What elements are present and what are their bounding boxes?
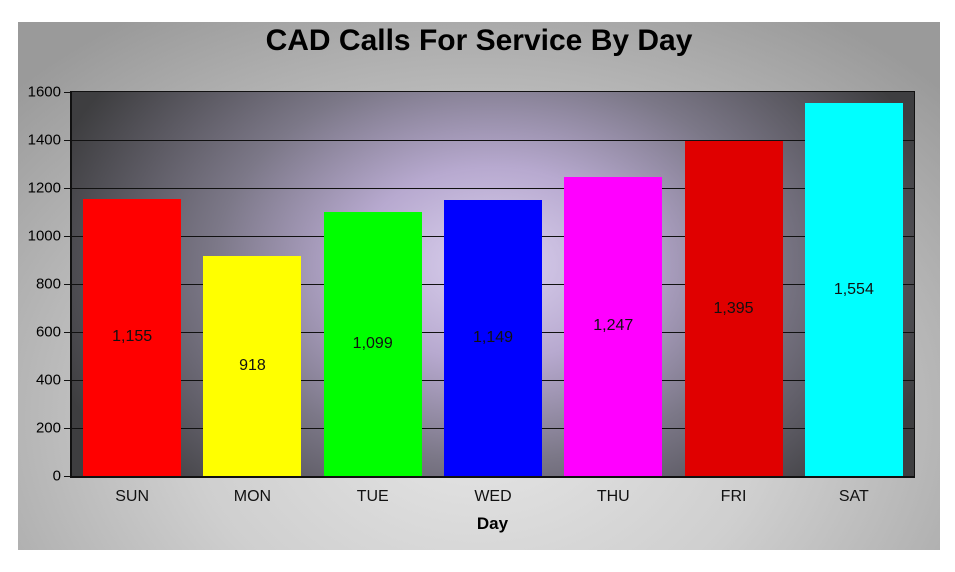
bar-value-label: 1,149 <box>472 329 514 347</box>
bar-value-label: 1,395 <box>713 299 754 317</box>
y-tick-label: 200 <box>35 419 61 437</box>
bar-tue: 1,099 <box>323 212 422 476</box>
gridline <box>72 140 914 141</box>
plot-area: 1,155 918 1,099 1,149 1,247 1,395 1,554 <box>64 91 915 478</box>
y-tick-label: 0 <box>52 467 61 485</box>
y-tick-label: 1600 <box>27 83 61 101</box>
x-tick-label: SAT <box>838 488 869 505</box>
y-tick <box>64 284 72 285</box>
y-tick <box>64 92 72 93</box>
y-tick-label: 600 <box>35 323 61 341</box>
y-tick-label: 400 <box>35 371 61 389</box>
x-tick-label: FRI <box>720 488 747 505</box>
y-tick <box>64 140 72 141</box>
y-tick <box>64 428 72 429</box>
bar-sun: 1,155 <box>83 198 182 476</box>
y-tick <box>64 236 72 237</box>
x-tick-label: TUE <box>356 488 389 505</box>
bar-wed: 1,149 <box>444 200 542 476</box>
gridline <box>72 188 914 189</box>
y-tick-label: 1200 <box>27 179 61 197</box>
x-tick-label: MON <box>233 488 272 505</box>
x-axis-title: Day <box>476 514 509 533</box>
y-tick <box>64 380 72 381</box>
y-tick-label: 1400 <box>27 131 61 149</box>
bar-value-label: 918 <box>239 356 266 374</box>
x-tick-label: THU <box>596 488 630 505</box>
y-tick-label: 1000 <box>27 227 61 245</box>
bar-value-label: 1,554 <box>833 280 874 298</box>
y-tick <box>64 188 72 189</box>
bar-value-label: 1,099 <box>352 335 393 353</box>
y-tick <box>64 332 72 333</box>
bar-fri: 1,395 <box>684 141 783 476</box>
y-tick <box>64 476 72 477</box>
bar-mon: 918 <box>203 255 302 476</box>
x-tick-label: WED <box>474 488 512 505</box>
bar-thu: 1,247 <box>564 176 663 476</box>
y-tick-label: 800 <box>35 275 61 293</box>
x-tick-label: SUN <box>115 488 150 505</box>
bar-sat: 1,554 <box>804 103 903 476</box>
chart-title: CAD Calls For Service By Day <box>265 24 693 57</box>
bar-value-label: 1,155 <box>112 328 153 346</box>
bar-value-label: 1,247 <box>593 317 634 335</box>
